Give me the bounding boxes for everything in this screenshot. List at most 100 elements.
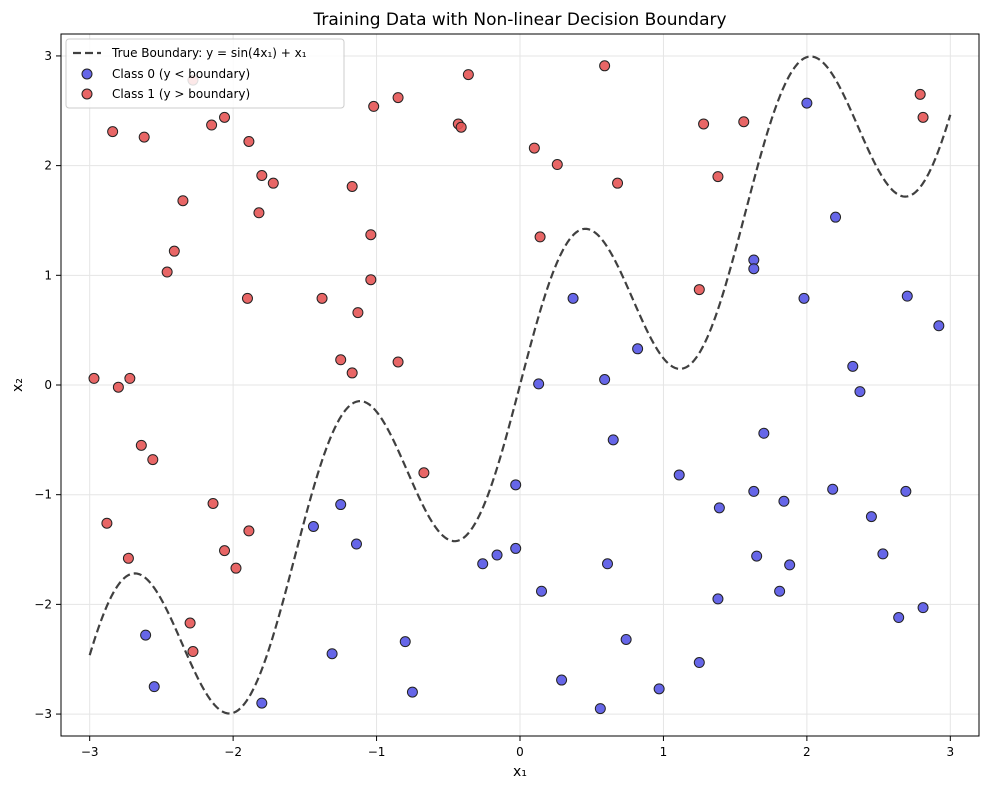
class1-point <box>122 552 134 564</box>
class1-point <box>177 195 189 207</box>
class1-point <box>187 646 199 658</box>
class1-point <box>612 177 624 189</box>
class1-point <box>253 207 265 219</box>
class1-point <box>124 372 136 384</box>
class1-point <box>462 69 474 81</box>
legend-boundary-label: True Boundary: y = sin(4x₁) + x₁ <box>111 46 307 60</box>
class0-point <box>140 629 152 641</box>
class0-point <box>751 550 763 562</box>
class0-point <box>758 427 770 439</box>
class0-point <box>900 485 912 497</box>
class0-point <box>536 585 548 597</box>
legend-class0-label: Class 0 (y < boundary) <box>112 67 250 81</box>
class1-point <box>138 131 150 143</box>
legend-class1-label: Class 1 (y > boundary) <box>112 87 250 101</box>
x-axis-label: x₁ <box>513 764 527 780</box>
class0-point <box>510 479 522 491</box>
class0-point <box>594 703 606 715</box>
class0-point <box>307 520 319 532</box>
class1-point <box>455 121 467 133</box>
class0-point <box>477 558 489 570</box>
class1-point <box>528 142 540 154</box>
class1-point <box>243 525 255 537</box>
class0-point <box>854 386 866 398</box>
class0-point <box>847 360 859 372</box>
class1-point <box>207 497 219 509</box>
class0-point <box>653 683 665 695</box>
class0-point <box>901 290 913 302</box>
class1-point <box>219 111 231 123</box>
y-tick-label: 3 <box>44 49 52 63</box>
true-boundary-line <box>88 55 952 715</box>
class0-point <box>693 657 705 669</box>
class0-point <box>917 602 929 614</box>
y-tick-label: 0 <box>44 378 52 392</box>
class1-point <box>161 266 173 278</box>
class0-point <box>673 469 685 481</box>
x-tick-label: 2 <box>803 745 811 759</box>
class1-point <box>534 231 546 243</box>
class1-point <box>693 284 705 296</box>
legend-class0-swatch <box>81 68 93 80</box>
class1-point <box>418 467 430 479</box>
class1-point <box>147 454 159 466</box>
y-tick-label: −1 <box>34 488 52 502</box>
class1-point <box>712 171 724 183</box>
class0-point <box>893 612 905 624</box>
class1-point <box>230 562 242 574</box>
class1-point <box>599 60 611 72</box>
class1-point <box>256 169 268 181</box>
legend: True Boundary: y = sin(4x₁) + x₁ Class 0… <box>65 38 345 109</box>
class0-point <box>148 681 160 693</box>
class1-point <box>267 177 279 189</box>
class1-point <box>168 245 180 257</box>
y-axis-label: x₂ <box>10 378 26 392</box>
x-tick-label: −2 <box>224 745 242 759</box>
class1-point <box>316 292 328 304</box>
y-tick-label: 1 <box>44 268 52 282</box>
legend-class1-swatch <box>81 88 93 100</box>
x-tick-label: 3 <box>946 745 954 759</box>
class1-point <box>392 356 404 368</box>
class0-point <box>774 585 786 597</box>
class0-point <box>256 697 268 709</box>
class1-point <box>206 119 218 131</box>
class1-point <box>335 354 347 366</box>
class1-point <box>184 617 196 629</box>
x-tick-label: −3 <box>81 745 99 759</box>
class0-point <box>827 483 839 495</box>
class0-point <box>607 434 619 446</box>
chart-title: Training Data with Non-linear Decision B… <box>312 10 726 30</box>
class1-point <box>107 126 119 138</box>
class1-point <box>551 159 563 171</box>
class0-point <box>830 211 842 223</box>
axis-ticks: −3 −2 −1 0 1 2 3 −3 −2 −1 0 1 2 3 <box>34 49 954 759</box>
class1-point <box>917 111 929 123</box>
class0-point <box>712 593 724 605</box>
x-tick-label: −1 <box>368 745 386 759</box>
class1-point <box>392 92 404 104</box>
class1-point <box>241 292 253 304</box>
class0-point <box>406 686 418 698</box>
plot-frame <box>60 33 980 737</box>
y-tick-label: −2 <box>34 597 52 611</box>
class0-point <box>326 648 338 660</box>
class0-point <box>778 495 790 507</box>
class0-point <box>877 548 889 560</box>
class1-point <box>88 372 100 384</box>
class1-point <box>346 367 358 379</box>
class1-point <box>368 100 380 112</box>
grid-lines <box>61 34 979 736</box>
class0-point <box>533 378 545 390</box>
class0-point <box>567 292 579 304</box>
y-tick-label: 2 <box>44 159 52 173</box>
class1-point <box>914 88 926 100</box>
class1-point <box>112 381 124 393</box>
class0-point <box>399 636 411 648</box>
class0-point <box>748 263 760 275</box>
class0-point <box>933 320 945 332</box>
class0-point <box>620 633 632 645</box>
class0-point <box>801 97 813 109</box>
class0-point <box>784 559 796 571</box>
